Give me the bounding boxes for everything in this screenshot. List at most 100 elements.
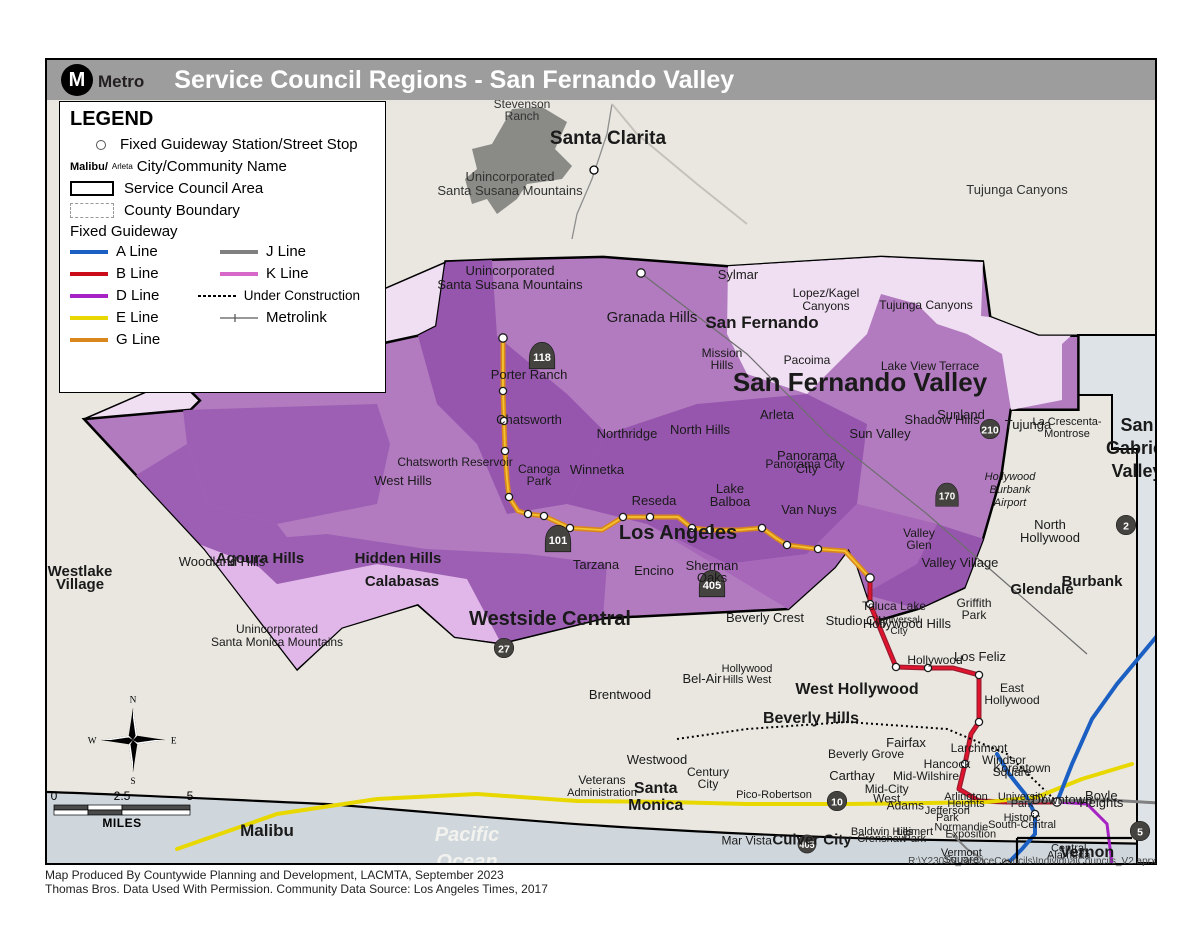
- svg-text:City: City: [698, 777, 719, 791]
- svg-text:Administration: Administration: [567, 787, 637, 799]
- svg-text:South-Central: South-Central: [988, 819, 1056, 831]
- svg-text:10: 10: [831, 797, 843, 809]
- svg-text:Park: Park: [1011, 798, 1034, 810]
- svg-text:Valley: Valley: [1111, 461, 1157, 481]
- svg-text:Arleta: Arleta: [760, 407, 795, 422]
- svg-text:Los Angeles: Los Angeles: [619, 522, 737, 544]
- svg-text:Santa Susana Mountains: Santa Susana Mountains: [437, 183, 583, 198]
- svg-text:Mid-Wilshire: Mid-Wilshire: [893, 769, 959, 783]
- svg-text:Panorama City: Panorama City: [765, 457, 844, 471]
- svg-text:Canyons: Canyons: [802, 299, 849, 313]
- svg-text:Santa Susana Mountains: Santa Susana Mountains: [437, 277, 583, 292]
- svg-text:0: 0: [51, 789, 58, 803]
- svg-text:Encino: Encino: [634, 563, 674, 578]
- svg-text:Tujunga Canyons: Tujunga Canyons: [966, 182, 1068, 197]
- svg-text:Park: Park: [527, 474, 553, 488]
- svg-text:Westwood: Westwood: [627, 752, 687, 767]
- svg-text:Heights: Heights: [947, 798, 985, 810]
- svg-text:Ranch: Ranch: [505, 109, 540, 123]
- svg-text:Hollywood: Hollywood: [907, 653, 962, 667]
- svg-text:Pico-Robertson: Pico-Robertson: [736, 789, 812, 801]
- svg-text:Granada Hills: Granada Hills: [607, 309, 698, 326]
- svg-text:W: W: [88, 736, 97, 746]
- svg-text:210: 210: [981, 425, 999, 437]
- svg-text:Santa: Santa: [634, 780, 678, 797]
- svg-text:2.5: 2.5: [114, 789, 131, 803]
- svg-text:West Hills: West Hills: [374, 473, 432, 488]
- svg-text:E: E: [171, 736, 177, 746]
- svg-text:101: 101: [549, 535, 567, 547]
- svg-text:Balboa: Balboa: [710, 494, 751, 509]
- svg-text:2: 2: [1123, 521, 1129, 533]
- svg-text:Toluca Lake: Toluca Lake: [862, 599, 926, 613]
- svg-text:Burbank: Burbank: [990, 484, 1031, 496]
- svg-text:Hills West: Hills West: [723, 674, 772, 686]
- svg-text:Valley Village: Valley Village: [922, 555, 999, 570]
- svg-text:Beverly Crest: Beverly Crest: [726, 610, 804, 625]
- svg-text:Santa Clarita: Santa Clarita: [550, 128, 667, 149]
- svg-text:Unincorporated: Unincorporated: [236, 622, 318, 636]
- svg-text:Montrose: Montrose: [1044, 428, 1090, 440]
- svg-text:5: 5: [1137, 827, 1143, 839]
- svg-text:N: N: [130, 696, 137, 706]
- svg-text:San Fernando Valley: San Fernando Valley: [733, 367, 988, 397]
- svg-text:Monica: Monica: [628, 797, 683, 814]
- svg-text:Tujunga Canyons: Tujunga Canyons: [879, 298, 973, 312]
- svg-text:Hollywood Hills: Hollywood Hills: [863, 616, 952, 631]
- svg-text:MILES: MILES: [102, 816, 141, 830]
- svg-text:Veterans: Veterans: [578, 773, 625, 787]
- svg-text:Mar Vista: Mar Vista: [721, 833, 772, 847]
- svg-text:Pacoima: Pacoima: [784, 353, 831, 367]
- svg-text:Malibu: Malibu: [240, 821, 294, 840]
- svg-text:Oaks: Oaks: [697, 570, 728, 585]
- svg-text:San Fernando: San Fernando: [705, 313, 818, 332]
- svg-text:Bel-Air: Bel-Air: [682, 671, 722, 686]
- svg-text:Park: Park: [962, 608, 988, 622]
- svg-text:Culver City: Culver City: [772, 831, 852, 848]
- svg-text:Shadow Hills: Shadow Hills: [904, 412, 980, 427]
- svg-text:Carthay: Carthay: [829, 768, 875, 783]
- svg-text:Beverly Grove: Beverly Grove: [828, 747, 904, 761]
- svg-text:Chatsworth Reservoir: Chatsworth Reservoir: [397, 455, 512, 469]
- svg-text:Hollywood: Hollywood: [984, 693, 1039, 707]
- svg-text:Heights: Heights: [1079, 795, 1124, 810]
- svg-text:Agoura Hills: Agoura Hills: [216, 550, 304, 567]
- svg-text:Northridge: Northridge: [597, 426, 658, 441]
- svg-text:S: S: [130, 777, 135, 787]
- svg-text:Santa Monica Mountains: Santa Monica Mountains: [211, 635, 343, 649]
- svg-text:Van Nuys: Van Nuys: [781, 502, 837, 517]
- svg-text:Unincorporated: Unincorporated: [466, 263, 555, 278]
- svg-text:Glen: Glen: [906, 538, 931, 552]
- svg-text:San: San: [1120, 415, 1153, 435]
- svg-text:Reseda: Reseda: [632, 493, 678, 508]
- svg-text:Hollywood: Hollywood: [985, 471, 1037, 483]
- svg-text:Hidden Hills: Hidden Hills: [355, 550, 442, 567]
- svg-text:Gabriel: Gabriel: [1106, 438, 1157, 458]
- svg-text:170: 170: [939, 492, 956, 503]
- svg-text:Sun Valley: Sun Valley: [849, 426, 911, 441]
- svg-text:Tarzana: Tarzana: [573, 557, 620, 572]
- svg-text:Adams: Adams: [887, 798, 924, 812]
- svg-text:Village: Village: [56, 576, 104, 593]
- svg-text:Hills: Hills: [711, 358, 734, 372]
- svg-text:Westside Central: Westside Central: [469, 608, 631, 630]
- svg-text:Porter Ranch: Porter Ranch: [491, 367, 568, 382]
- svg-text:Chatsworth: Chatsworth: [496, 412, 562, 427]
- svg-text:27: 27: [498, 644, 510, 656]
- svg-text:North Hills: North Hills: [670, 422, 730, 437]
- svg-text:Lopez/Kagel: Lopez/Kagel: [793, 286, 860, 300]
- svg-text:118: 118: [533, 352, 551, 364]
- svg-text:Brentwood: Brentwood: [589, 687, 651, 702]
- svg-text:La Crescenta-: La Crescenta-: [1032, 416, 1101, 428]
- svg-text:Ocean: Ocean: [436, 851, 497, 865]
- svg-text:Winnetka: Winnetka: [570, 462, 625, 477]
- svg-text:Glendale: Glendale: [1010, 581, 1073, 598]
- svg-text:Pacific: Pacific: [435, 824, 499, 846]
- svg-text:Calabasas: Calabasas: [365, 573, 439, 590]
- svg-text:5: 5: [187, 789, 194, 803]
- svg-text:Unincorporated: Unincorporated: [466, 169, 555, 184]
- svg-text:Sylmar: Sylmar: [718, 267, 759, 282]
- svg-text:Beverly Hills: Beverly Hills: [763, 710, 859, 727]
- svg-text:Park: Park: [903, 833, 926, 845]
- svg-text:Koreatown: Koreatown: [993, 761, 1050, 775]
